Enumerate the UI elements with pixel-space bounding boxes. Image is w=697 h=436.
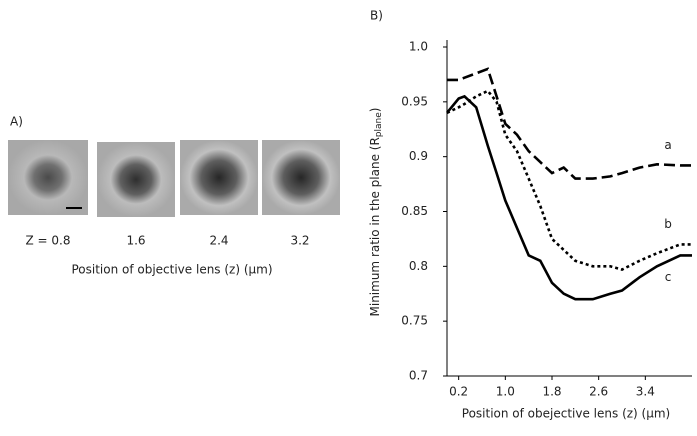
x-axis-label: Position of obejective lens (z) (µm) [462,407,670,421]
y-tick-label: 0.7 [409,369,428,383]
series-label: a [664,138,671,152]
series-label: c [665,270,672,284]
image-z2 [97,142,175,217]
y-tick-label: 0.95 [401,94,428,108]
y-tick-label: 0.9 [409,149,428,163]
z-label: Z = 0.8 [26,234,71,248]
y-label-text: Minimum ratio in the plane (R [368,137,382,316]
x-tick-label: 2.6 [589,385,608,399]
x-tick-label: 3.4 [636,385,655,399]
y-label-sub: plane [374,112,384,137]
panel-a-label: A) [10,115,23,129]
z-label: 1.6 [126,234,145,248]
image-z3 [180,140,258,215]
x-tick-label: 1.0 [496,385,515,399]
image-z4 [262,140,340,215]
series-label: b [664,217,672,231]
series-line [446,89,692,271]
y-axis-label: Minimum ratio in the plane (Rplane) [368,108,384,317]
z-label: 2.4 [209,234,228,248]
panel-a-xlabel: Position of objective lens (z) (µm) [71,263,272,277]
y-tick-label: 0.85 [401,204,428,218]
y-tick-label: 0.75 [401,314,428,328]
y-tick-label: 1.0 [409,40,428,54]
image-z1 [8,140,88,215]
x-tick-label: 0.2 [449,385,468,399]
z-label: 3.2 [290,234,309,248]
x-tick-label: 1.8 [542,385,561,399]
y-label-close: ) [368,108,382,113]
panel-b-label: B) [370,9,383,23]
y-tick-label: 0.8 [409,259,428,273]
series-line [447,67,692,180]
series-line [445,94,692,301]
